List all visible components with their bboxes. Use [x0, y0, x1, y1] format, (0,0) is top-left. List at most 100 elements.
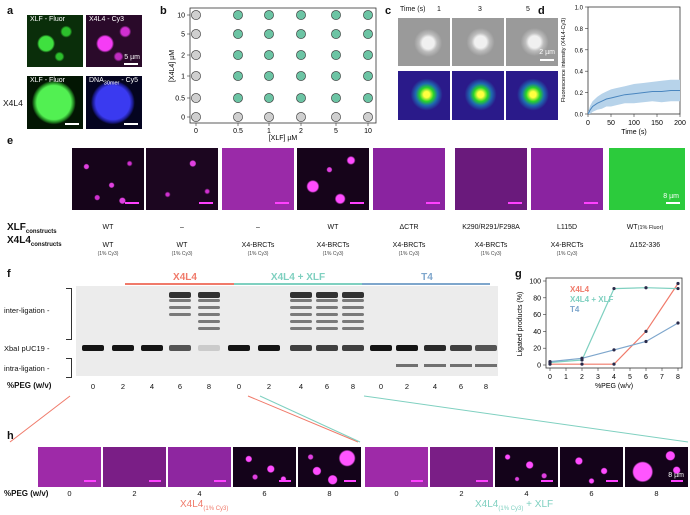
panel-f-lane-label-7: 2 [266, 382, 272, 391]
panel-f-bracket-intra [66, 358, 72, 378]
panel-a-scale-label: 5 µm [124, 54, 140, 61]
panel-f-inter-band-4-0 [169, 292, 191, 298]
panel-d-ytick-2: 0.4 [575, 70, 584, 76]
panel-f-main-band-5 [198, 345, 220, 351]
panel-b-point-2-1 [233, 71, 243, 81]
panel-c-bright-3: 2 µm [506, 18, 558, 66]
panel-f-inter-band-5-5 [198, 327, 220, 330]
panel-b-point-2-5 [363, 71, 373, 81]
panel-d-xtick-3: 150 [651, 120, 663, 127]
panel-a-label-br: DNA30mer - Cy5 [89, 77, 139, 87]
panel-b-point-2-3 [296, 71, 306, 81]
panel-a-xlf-fluor-image-2: XLF - Fluor [27, 76, 83, 129]
panel-a-label-bl: XLF - Fluor [30, 77, 66, 84]
panel-f-main-band-2 [112, 345, 134, 351]
panel-f-band-inter: inter-ligation - [4, 306, 50, 315]
panel-b-point-5-0 [191, 10, 201, 20]
panel-g-xtick-2: 2 [580, 374, 584, 381]
panel-h-image-10: 8 µm [625, 447, 688, 487]
panel-g-point-3-2 [580, 356, 584, 360]
panel-a-scale-bar-3 [124, 123, 138, 125]
panel-d-xtick-4: 200 [674, 120, 686, 127]
panel-label-g: g [515, 268, 522, 280]
panel-c-fluor-2 [452, 71, 504, 120]
panel-e-x4l4-heading: X4L4constructs [7, 235, 62, 248]
panel-e-x4l4-construct-3: X4-BRCTs [241, 242, 275, 249]
panel-f-bracket-inter [66, 288, 72, 340]
panel-f-lane-label-5: 8 [206, 382, 212, 391]
panel-f-lane-label-2: 2 [120, 382, 126, 391]
panel-g-xtick-3: 3 [596, 374, 600, 381]
panel-g-ytick-3: 60 [533, 312, 541, 319]
panel-e-x4l4-construct-5: X4-BRCTs [392, 242, 426, 249]
panel-f-intra-band-14 [450, 364, 472, 367]
panel-e-scale-bar-7 [584, 202, 598, 204]
panel-h-scale-bar-1 [84, 480, 96, 482]
panel-e-xlf-construct-7: L115D [556, 224, 578, 231]
panel-h-peg-value-5: 8 [327, 489, 332, 498]
panel-b-ytick-1: 0.5 [175, 96, 185, 103]
panel-b-ylabel: [X4L4] µM [169, 50, 176, 82]
panel-e-image-2 [146, 148, 218, 210]
panel-h-peg-value-1: 0 [67, 489, 72, 498]
panel-e-scale-label: 8 µm [663, 193, 679, 200]
panel-e-x4l4-note-5: (1% Cy3) [398, 251, 420, 257]
panel-f-lane-label-10: 8 [350, 382, 356, 391]
panel-b-point-0-4 [331, 112, 341, 122]
panel-a-side-label: X4L4 [3, 98, 23, 108]
panel-b-xlabel: [XLF] µM [269, 135, 298, 142]
panel-f-main-band-1 [82, 345, 104, 351]
panel-e-xlf-construct-2: – [180, 224, 184, 231]
panel-h-scale-bar-10 [671, 480, 683, 482]
panel-b-point-5-1 [233, 10, 243, 20]
panel-d-ytick-1: 0.2 [575, 91, 584, 97]
panel-e-scale-bar-4 [350, 202, 364, 204]
panel-b-phase-diagram: 0 0.5 1 2 5 10 0 0.5 1 2 5 10 [XLF] µM [X4L4] µM [169, 7, 377, 142]
panel-g-ligation-chart: 0 20 40 60 80 100 0 1 2 3 4 5 6 7 8 X4L4 X4L4 + XLF T… [517, 277, 683, 390]
panel-e-image-5 [373, 148, 445, 210]
panel-f-inter-band-10-2 [342, 306, 364, 309]
panel-g-xtick-6: 6 [644, 374, 648, 381]
panel-g-ytick-0: 0 [537, 363, 541, 370]
panel-f-group-line-3 [362, 283, 490, 285]
panel-f-group-x4l4-xlf: X4L4 + XLF [270, 272, 326, 283]
panel-f-main-band-15 [475, 345, 497, 351]
panel-b-point-0-2 [264, 112, 274, 122]
panel-b-point-3-4 [331, 50, 341, 60]
panel-d-xlabel: Time (s) [621, 129, 646, 136]
panel-f-main-band-13 [424, 345, 446, 351]
panel-g-frame [545, 277, 683, 369]
panel-f-inter-band-10-4 [342, 320, 364, 323]
panel-c-bright-1 [398, 18, 450, 66]
panel-f-inter-band-5-3 [198, 313, 220, 316]
panel-e-image-4 [297, 148, 369, 210]
panel-f-main-band-3 [141, 345, 163, 351]
panel-f-lane-label-4: 6 [177, 382, 183, 391]
panel-h-image-4 [233, 447, 296, 487]
panel-b-point-3-0 [191, 50, 201, 60]
panel-e-x4l4-construct-1: WT [102, 242, 114, 249]
panel-g-point-1-5 [676, 281, 680, 286]
panel-d-mean-line [587, 90, 680, 115]
panel-e-x4l4-note-3: (1% Cy3) [247, 251, 269, 257]
panel-f-main-band-11 [370, 345, 392, 351]
panel-f-lane-label-13: 4 [432, 382, 438, 391]
panel-b-point-2-0 [191, 71, 201, 81]
panel-f-main-band-4 [169, 345, 191, 351]
panel-b-ytick-2: 1 [181, 74, 185, 81]
panel-f-group-t4: T4 [421, 272, 433, 283]
panel-f-intra-band-13 [424, 364, 446, 367]
panel-e-xlf-heading: XLFconstructs [7, 222, 57, 235]
panel-f-intra-band-12 [396, 364, 418, 367]
panel-h-peg-label: %PEG (w/v) [4, 489, 49, 498]
panel-f-lane-label-3: 4 [149, 382, 155, 391]
panel-b-point-3-1 [233, 50, 243, 60]
panel-f-inter-band-9-0 [316, 292, 338, 298]
panel-label-e: e [7, 135, 14, 147]
panel-d-ytick-3: 0.6 [575, 48, 584, 54]
panel-h-peg-value-10: 8 [654, 489, 659, 498]
panel-g-legend-x4l4-xlf: X4L4 + XLF [570, 295, 613, 304]
panel-e-image-8: 8 µm [609, 148, 685, 210]
panel-e-scale-bar-5 [426, 202, 440, 204]
panel-b-frame [189, 7, 377, 124]
